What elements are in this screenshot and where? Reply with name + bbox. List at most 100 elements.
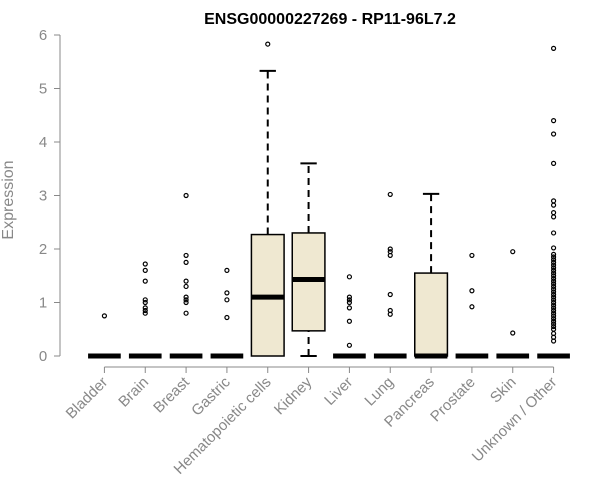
- outlier-point: [387, 307, 393, 314]
- x-tick-label: Skin: [487, 374, 520, 407]
- outlier-point: [387, 249, 393, 255]
- outlier-point: [550, 281, 557, 287]
- outlier-point: [550, 117, 557, 124]
- outlier-point: [387, 191, 393, 198]
- outlier-point: [469, 304, 475, 310]
- outlier-point: [550, 251, 557, 257]
- outlier-point: [550, 318, 557, 324]
- outlier-point: [224, 267, 230, 273]
- outlier-point: [550, 202, 557, 208]
- outlier-point: [550, 302, 557, 308]
- outlier-point: [550, 131, 557, 137]
- y-tick-label: 4: [39, 134, 47, 151]
- outlier-point: [550, 313, 557, 319]
- box-prostate: [455, 252, 489, 359]
- outlier-point: [469, 252, 475, 259]
- outlier-point: [550, 275, 557, 282]
- x-tick-label: Kidney: [271, 373, 316, 418]
- y-tick-label: 1: [39, 295, 47, 312]
- outlier-point: [550, 214, 557, 220]
- y-tick-label: 5: [39, 81, 47, 98]
- outlier-point: [550, 245, 557, 251]
- outlier-point: [550, 299, 557, 306]
- x-tick-label: Brain: [115, 374, 152, 411]
- chart-title: ENSG00000227269 - RP11-96L7.2: [204, 11, 456, 28]
- outlier-point: [469, 288, 475, 294]
- box-hematopoietic-cells: [250, 41, 285, 357]
- outlier-point: [224, 290, 230, 296]
- box-brain: [128, 261, 162, 359]
- y-tick-label: 3: [39, 188, 47, 205]
- box-unknown-other: [537, 45, 570, 359]
- outlier-point: [550, 321, 557, 327]
- outlier-point: [550, 315, 557, 322]
- outlier-point: [550, 45, 557, 51]
- outlier-point: [550, 265, 557, 271]
- outlier-point: [550, 326, 557, 332]
- outlier-point: [142, 310, 148, 316]
- outlier-point: [183, 192, 189, 199]
- outlier-point: [346, 318, 353, 324]
- box-breast: [169, 192, 203, 359]
- x-tick-label: Prostate: [427, 374, 479, 426]
- outlier-point: [142, 297, 148, 303]
- outlier-point: [183, 299, 189, 306]
- outlier-point: [142, 305, 148, 311]
- box-lung: [373, 191, 407, 359]
- y-tick-label: 6: [39, 27, 47, 44]
- x-tick-label: Lung: [361, 374, 397, 410]
- outlier-point: [142, 299, 148, 306]
- y-tick-label: 0: [39, 348, 47, 365]
- outlier-point: [387, 246, 393, 252]
- outlier-point: [550, 257, 557, 263]
- outlier-point: [387, 291, 393, 298]
- y-axis-ticks: 0 1 2 3 4 5 6: [39, 27, 60, 365]
- outlier-point: [550, 230, 557, 236]
- box-body: [414, 272, 449, 357]
- outlier-point: [510, 249, 516, 255]
- outlier-point: [183, 294, 189, 300]
- outlier-point: [346, 299, 353, 306]
- outlier-point: [550, 305, 557, 311]
- outlier-point: [550, 307, 557, 314]
- box-series: [88, 41, 570, 359]
- outlier-point: [142, 307, 148, 314]
- y-tick-label: 2: [39, 241, 47, 258]
- outlier-point: [183, 297, 189, 303]
- box-pancreas: [414, 192, 449, 359]
- outlier-point: [550, 286, 557, 292]
- outlier-point: [550, 273, 557, 279]
- outlier-point: [224, 314, 230, 321]
- box-bladder: [88, 313, 121, 359]
- outlier-point: [183, 283, 189, 290]
- outlier-point: [550, 262, 557, 268]
- outlier-point: [142, 278, 148, 284]
- outlier-point: [550, 198, 557, 204]
- outlier-point: [142, 267, 148, 273]
- x-tick-label: Liver: [321, 374, 356, 409]
- outlier-point: [346, 297, 353, 303]
- outlier-point: [550, 297, 557, 303]
- outlier-point: [550, 291, 557, 298]
- outlier-point: [346, 274, 353, 280]
- outlier-point: [550, 267, 557, 273]
- box-gastric: [210, 267, 244, 359]
- outlier-point: [183, 252, 189, 259]
- y-axis-label: Expression: [0, 160, 17, 239]
- outlier-point: [265, 41, 271, 47]
- outlier-point: [183, 278, 189, 284]
- x-tick-label: Breast: [150, 373, 193, 416]
- outlier-point: [183, 259, 189, 265]
- outlier-point: [550, 259, 557, 265]
- outlier-point: [550, 323, 557, 330]
- outlier-point: [346, 294, 353, 300]
- outlier-point: [346, 305, 353, 311]
- x-tick-label: Bladder: [63, 374, 112, 423]
- outlier-point: [183, 310, 189, 316]
- outlier-point: [550, 278, 557, 284]
- outlier-point: [142, 261, 148, 267]
- outlier-point: [550, 283, 557, 290]
